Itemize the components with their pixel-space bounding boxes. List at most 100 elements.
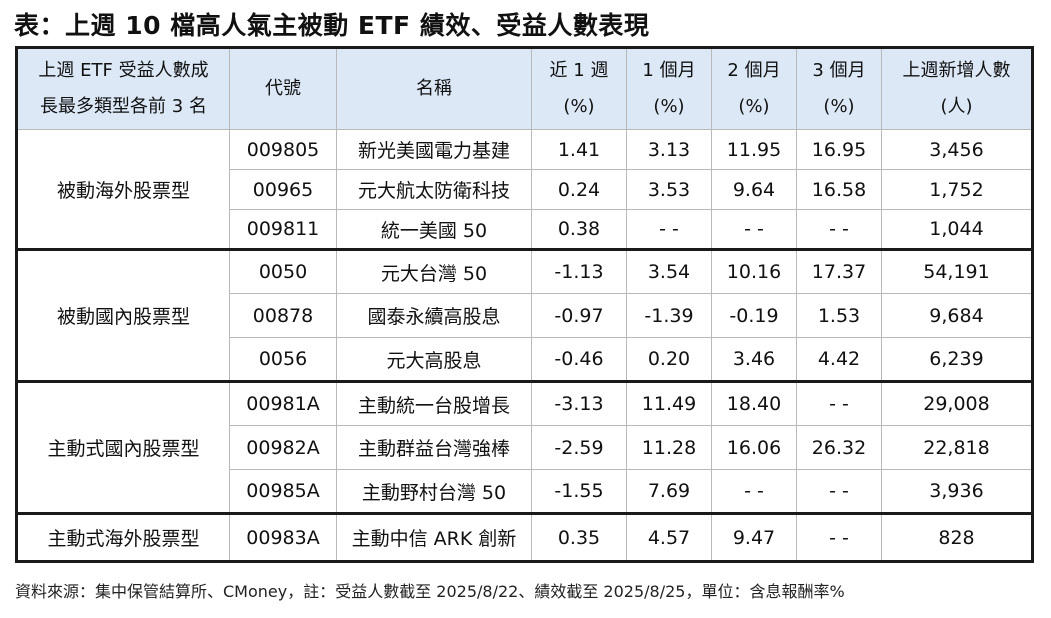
table-cell: 00878	[229, 293, 337, 338]
header-cell: 1 個月 (%)	[626, 47, 712, 130]
table-cell: 元大台灣 50	[336, 248, 532, 294]
table-cell: 00965	[229, 169, 337, 210]
table-cell: 3.54	[626, 248, 712, 294]
table-cell: 3,936	[881, 469, 1033, 514]
header-line: 上週新增人數	[902, 60, 1011, 81]
table-row: 被動國內股票型 0050 元大台灣 50 -1.13 3.54 10.16 17.37 54,…	[16, 248, 1033, 382]
table-cell: 4.57	[626, 512, 712, 562]
table-cell: 1.53	[796, 293, 882, 338]
header-cell: 近 1 週 (%)	[531, 47, 627, 130]
table-cell: 7.69	[626, 469, 712, 514]
header-line: (%)	[563, 96, 595, 117]
table-cell: 1.41	[531, 129, 627, 170]
table-cell: 3,456	[881, 129, 1033, 170]
header-cell: 代號	[229, 47, 337, 130]
table-cell: -0.97	[531, 293, 627, 338]
table-cell: 1,044	[881, 209, 1033, 250]
header-line: 長最多類型各前 3 名	[40, 96, 207, 117]
table-cell: 3.46	[711, 337, 797, 382]
table-cell: 16.58	[796, 169, 882, 210]
table-cell: - -	[796, 512, 882, 562]
table-cell: 009811	[229, 209, 337, 250]
category-cell: 主動式國內股票型	[16, 380, 230, 514]
table-cell: 18.40	[711, 380, 797, 426]
header-line: (%)	[653, 96, 685, 117]
source-note: 資料來源：集中保管結算所、CMoney，註：受益人數截至 2025/8/22、績…	[15, 582, 845, 601]
table-cell: 0.35	[531, 512, 627, 562]
table-cell: 元大航太防衛科技	[336, 169, 532, 210]
header-line: 3 個月	[812, 60, 866, 81]
header-cell: 名稱	[336, 47, 532, 130]
table-cell: 3.53	[626, 169, 712, 210]
table-row: 0056 元大高股息 -0.46 0.20 3.46 4.42 6,239	[17, 337, 1033, 382]
table-cell: 11.28	[626, 425, 712, 470]
header-line: 上週 ETF 受益人數成	[38, 60, 209, 81]
table-cell: 統一美國 50	[336, 209, 532, 250]
header-line: 代號	[265, 78, 301, 99]
table-row: 主動式國內股票型 00981A 主動統一台股增長 -3.13 11.49 18.40- -…	[16, 380, 1033, 514]
table-row: 00965 元大航太防衛科技 0.24 3.53 9.64 16.58 1,752	[17, 169, 1033, 210]
table-cell: 16.06	[711, 425, 797, 470]
table-row: 009811 統一美國 50 0.38- -- -- -1,044	[17, 209, 1033, 250]
category-cell: 被動國內股票型	[16, 248, 230, 382]
table-cell: 9.64	[711, 169, 797, 210]
table-cell: - -	[796, 469, 882, 514]
table-cell: 16.95	[796, 129, 882, 170]
table-cell: 29,008	[881, 380, 1033, 426]
table-cell: 00985A	[229, 469, 337, 514]
table-cell: - -	[711, 209, 797, 250]
table-cell: 國泰永續高股息	[336, 293, 532, 338]
table-cell: -1.39	[626, 293, 712, 338]
header-cell: 3 個月 (%)	[796, 47, 882, 130]
table-cell: 0050	[229, 248, 337, 294]
table-cell: 主動中信 ARK 創新	[336, 512, 532, 562]
header-line: 名稱	[416, 78, 452, 99]
table-cell: 00983A	[229, 512, 337, 562]
table-cell: 主動統一台股增長	[336, 380, 532, 426]
header-row: 上週 ETF 受益人數成 長最多類型各前 3 名 代號 名稱 近 1 週 (%) 1 個月 (…	[16, 47, 1033, 130]
table-cell: 主動群益台灣強棒	[336, 425, 532, 470]
header-line: 2 個月	[727, 60, 781, 81]
title: 表：上週 10 檔高人氣主被動 ETF 績效、受益人數表現	[14, 11, 650, 40]
table-cell: 00981A	[229, 380, 337, 426]
table-cell: -1.13	[531, 248, 627, 294]
table-cell: 11.95	[711, 129, 797, 170]
table-cell: 17.37	[796, 248, 882, 294]
header-line: 近 1 週	[549, 60, 609, 81]
table-cell: 0056	[229, 337, 337, 382]
table-row: 00878 國泰永續高股息 -0.97 -1.39 -0.19 1.53 9,684	[17, 293, 1033, 338]
table-cell: 3.13	[626, 129, 712, 170]
table-cell: -3.13	[531, 380, 627, 426]
category-cell: 主動式海外股票型	[16, 512, 230, 562]
table-cell: - -	[711, 469, 797, 514]
table-cell: - -	[796, 380, 882, 426]
table-cell: 0.20	[626, 337, 712, 382]
table-row: 被動海外股票型 009805 新光美國電力基建 1.41 3.13 11.95 16.95 3…	[16, 129, 1033, 250]
table-cell: 828	[881, 512, 1033, 562]
table-cell: 元大高股息	[336, 337, 532, 382]
table-cell: 11.49	[626, 380, 712, 426]
etf-table: 上週 ETF 受益人數成 長最多類型各前 3 名 代號 名稱 近 1 週 (%) 1 個月 (…	[15, 46, 1034, 563]
table-cell: - -	[626, 209, 712, 250]
table-cell: 009805	[229, 129, 337, 170]
table-cell: -2.59	[531, 425, 627, 470]
header-cell: 上週新增人數 (人)	[881, 47, 1033, 130]
table-cell: 10.16	[711, 248, 797, 294]
table-cell: 22,818	[881, 425, 1033, 470]
header-line: (%)	[823, 96, 855, 117]
header-line: (人)	[940, 96, 973, 117]
table-cell: 26.32	[796, 425, 882, 470]
table-cell: 54,191	[881, 248, 1033, 294]
table-cell: 0.38	[531, 209, 627, 250]
table-row: 00985A 主動野村台灣 50 -1.55 7.69- -- -3,936	[17, 469, 1033, 514]
table-cell: -0.19	[711, 293, 797, 338]
header-line: 1 個月	[642, 60, 696, 81]
table-cell: 新光美國電力基建	[336, 129, 532, 170]
table-cell: 4.42	[796, 337, 882, 382]
table-cell: -1.55	[531, 469, 627, 514]
table-cell: 1,752	[881, 169, 1033, 210]
table-row: 主動式海外股票型 00983A 主動中信 ARK 創新 0.35 4.57 9.47- -…	[16, 512, 1033, 562]
table-cell: 00982A	[229, 425, 337, 470]
table-cell: 6,239	[881, 337, 1033, 382]
